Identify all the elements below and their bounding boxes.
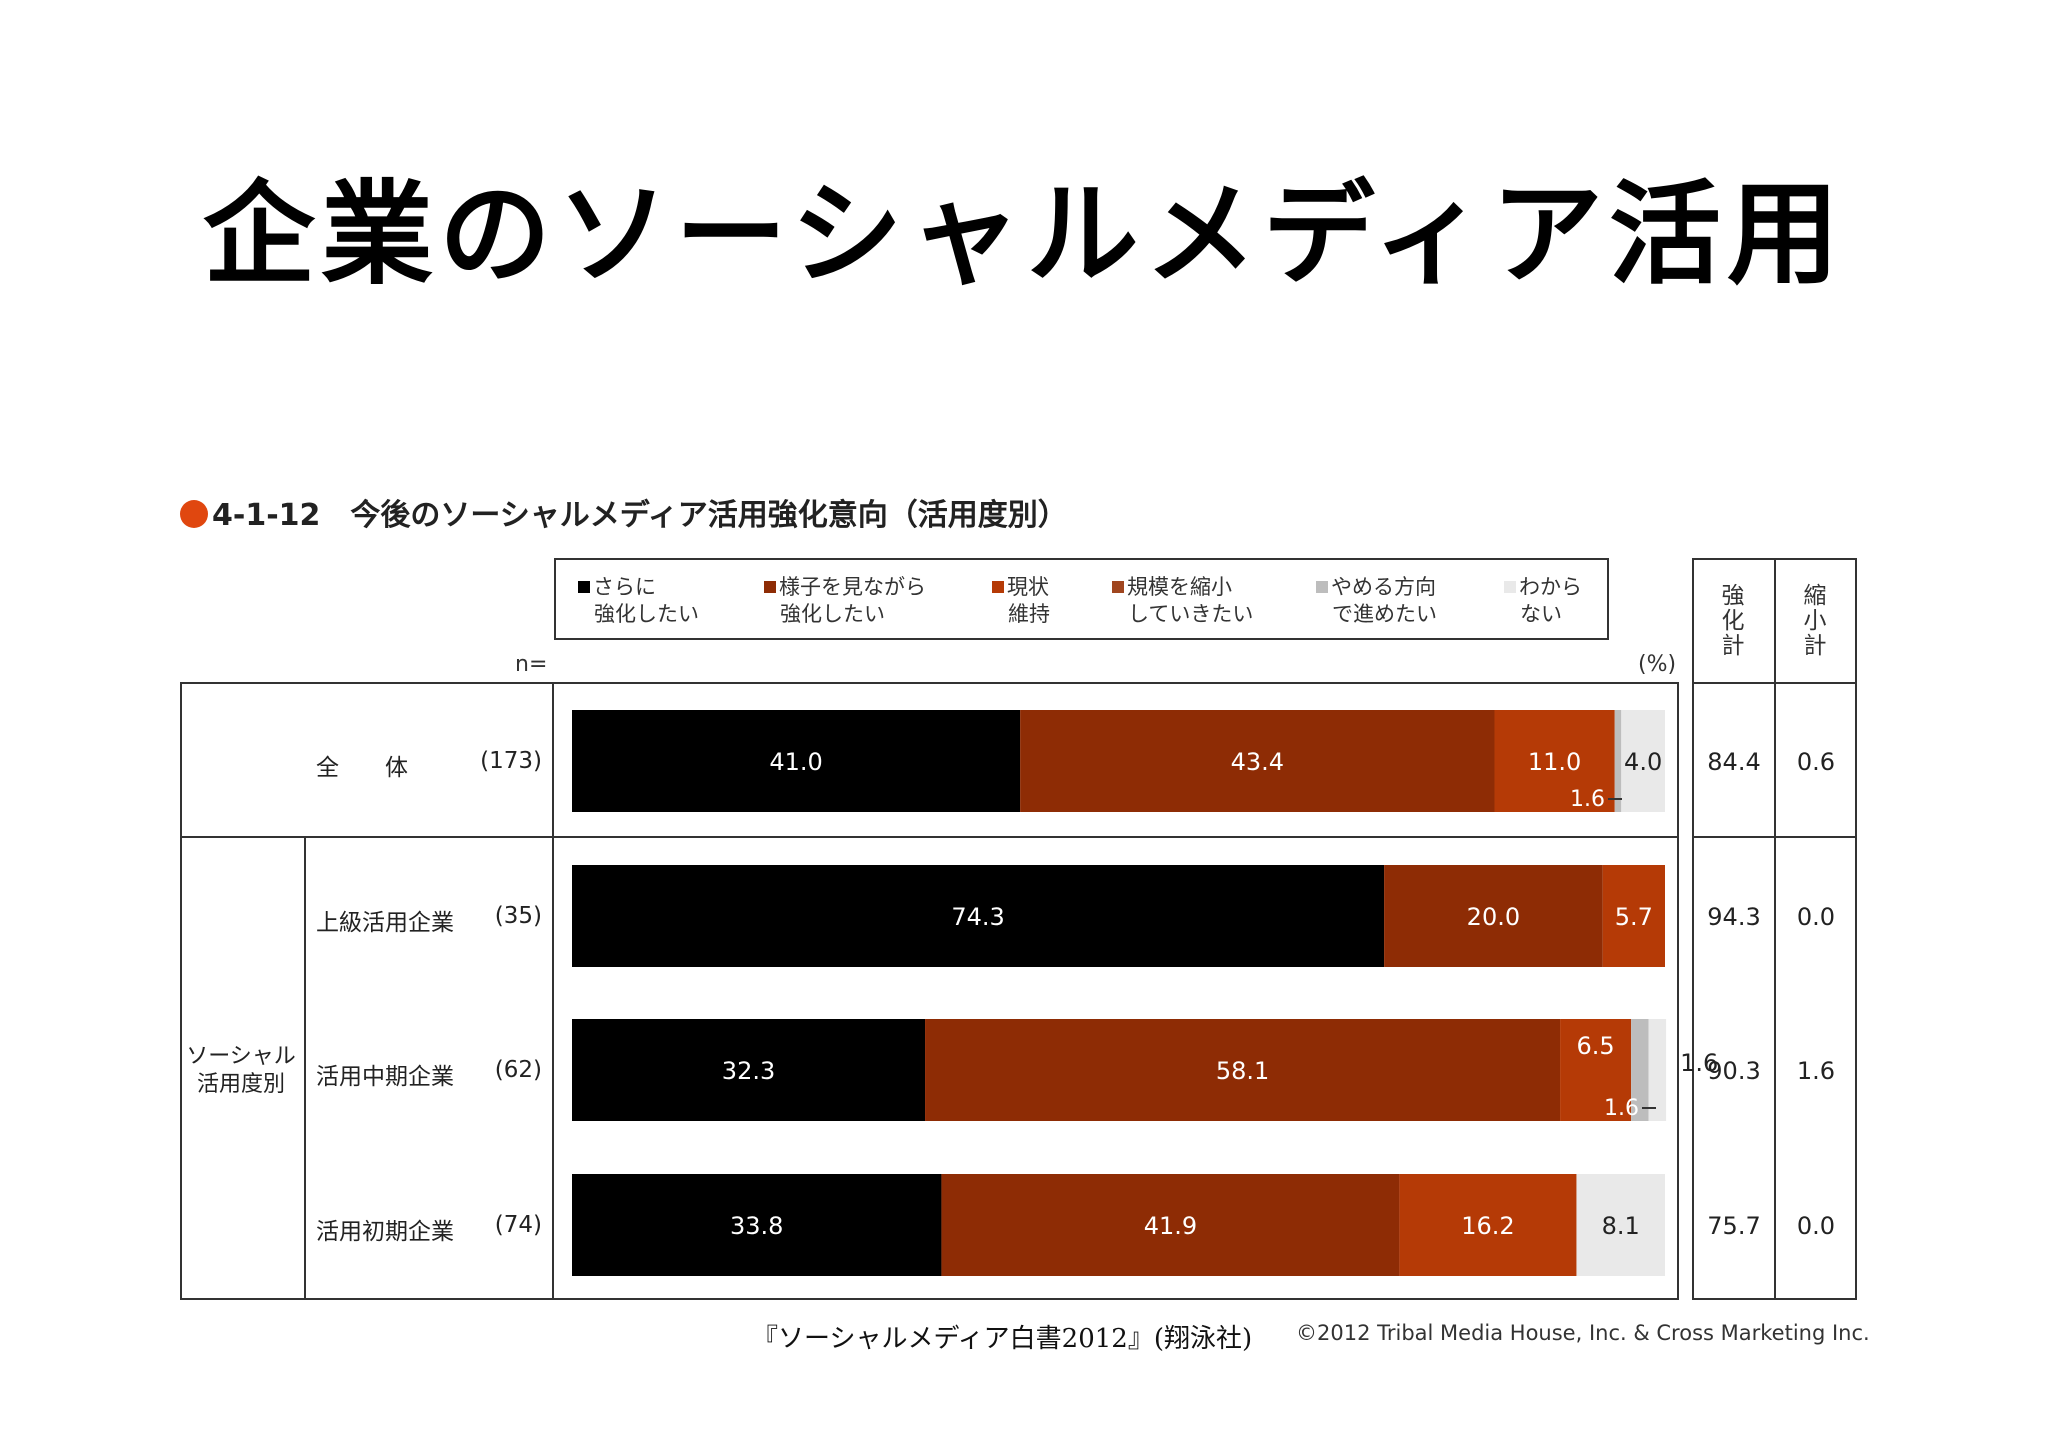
- table-bottom-border: [180, 1298, 1679, 1300]
- figure-title-text: 4-1-12 今後のソーシャルメディア活用強化意向（活用度別）: [212, 498, 1068, 533]
- bar-segment: [1576, 1174, 1665, 1276]
- strengthen-total-value: 94.3: [1707, 903, 1761, 931]
- bar-segment: [1631, 1019, 1649, 1121]
- bar-value-label: 33.8: [730, 1212, 783, 1240]
- legend-label: 現状: [1007, 575, 1049, 599]
- legend-label: 維持: [1008, 602, 1050, 626]
- bar-segment: [1560, 1019, 1632, 1121]
- legend-swatch-icon: [992, 581, 1004, 593]
- bar-value-label: 20.0: [1467, 903, 1520, 931]
- reduce-total-value: 0.0: [1796, 903, 1836, 931]
- row-label: 全 体: [316, 755, 408, 781]
- row-n: (35): [494, 903, 542, 929]
- source-citation: 『ソーシャルメディア白書2012』(翔泳社): [752, 1324, 1253, 1354]
- legend-swatch-icon: [1112, 581, 1124, 593]
- bar-segment: [941, 1174, 1400, 1276]
- bar-segment: [1614, 710, 1622, 812]
- legend-label: やめる方向: [1331, 575, 1436, 599]
- summary-right-border: [1855, 558, 1857, 1300]
- table-left-border: [180, 682, 182, 1300]
- bar-value-label: 1.6: [1680, 1049, 1718, 1077]
- bar-value-label: 8.1: [1602, 1212, 1640, 1240]
- row-label: 活用中期企業: [316, 1064, 454, 1090]
- bar-value-label: 16.2: [1461, 1212, 1514, 1240]
- group-divider: [304, 836, 306, 1300]
- bar-segment: [572, 710, 1021, 812]
- percent-label: (%): [1638, 652, 1677, 677]
- bar-value-label: 32.3: [722, 1057, 775, 1085]
- chart-right-border: [1677, 682, 1679, 1300]
- reduce-total-value: 0.0: [1796, 1212, 1836, 1240]
- bar-value-label: 6.5: [1577, 1032, 1615, 1060]
- legend-label: 規模を縮小: [1127, 575, 1232, 599]
- reduce-total-value: 0.6: [1796, 748, 1836, 776]
- copyright: ©2012 Tribal Media House, Inc. & Cross M…: [1296, 1321, 1870, 1345]
- bar-segment: [1384, 865, 1603, 967]
- strengthen-total-value: 75.7: [1707, 1212, 1761, 1240]
- legend-label: 強化したい: [594, 602, 699, 626]
- n-label: n=: [515, 652, 548, 677]
- label-divider: [552, 682, 554, 1300]
- bar-value-label: 41.0: [769, 748, 822, 776]
- bar-value-label: 74.3: [951, 903, 1004, 931]
- bar-segment: [1648, 1019, 1667, 1121]
- legend-label: 様子を見ながら: [779, 575, 926, 599]
- bar-segment: [572, 1019, 926, 1121]
- legend-swatch-icon: [1504, 581, 1516, 593]
- bar-segment: [1494, 710, 1615, 812]
- row-n: (74): [494, 1212, 542, 1238]
- row-divider: [180, 836, 1679, 838]
- bar-value-label: 41.9: [1144, 1212, 1197, 1240]
- bar-segment: [1621, 710, 1665, 812]
- row-label: 上級活用企業: [316, 910, 454, 936]
- reduce-total-value: 1.6: [1796, 1057, 1836, 1085]
- reduce-total-header: 縮小計: [1803, 583, 1827, 659]
- bar-segment: [1602, 865, 1665, 967]
- strengthen-total-header: 強化計: [1721, 583, 1745, 659]
- bar-segment: [572, 1174, 942, 1276]
- legend-swatch-icon: [578, 581, 590, 593]
- bar-segment: [572, 865, 1385, 967]
- table-top-border: [180, 682, 1679, 684]
- legend-swatch-icon: [764, 581, 776, 593]
- legend-item-4: 規模を縮小していきたい: [1112, 574, 1253, 628]
- legend: さらに 強化したい 様子を見ながら 強化したい 現状 維持 規模を縮小 していきたい や…: [554, 558, 1609, 640]
- legend-label: さらに: [593, 575, 656, 599]
- legend-swatch-icon: [1316, 581, 1328, 593]
- strengthen-total-value: 90.3: [1707, 1057, 1761, 1085]
- figure-title: 4-1-12 今後のソーシャルメディア活用強化意向（活用度別）: [180, 490, 1068, 534]
- bar-value-label: 5.7: [1615, 903, 1653, 931]
- legend-label: で進めたい: [1332, 602, 1437, 626]
- summary-left-border: [1692, 558, 1694, 1300]
- row-n: (62): [494, 1057, 542, 1083]
- bar-value-label: 43.4: [1231, 748, 1284, 776]
- callout-label: 1.6: [1604, 1096, 1639, 1121]
- bar-value-label: 11.0: [1528, 748, 1581, 776]
- bar-value-label: 58.1: [1216, 1057, 1269, 1085]
- row-n: (173): [480, 748, 542, 774]
- row-label: 活用初期企業: [316, 1219, 454, 1245]
- bar-segment: [1020, 710, 1495, 812]
- legend-label: していきたい: [1128, 602, 1254, 626]
- slide-title: 企業のソーシャルメディア活用: [203, 170, 1845, 300]
- legend-item-3: 現状 維持: [992, 574, 1050, 628]
- legend-item-1: さらに 強化したい: [578, 574, 699, 628]
- legend-item-5: やめる方向で進めたい: [1316, 574, 1437, 628]
- bar-segment: [1399, 1174, 1577, 1276]
- group-label: ソーシャル 活用度別: [186, 1044, 296, 1097]
- bullet-dot-icon: [180, 500, 208, 528]
- legend-label: 強化したい: [780, 602, 885, 626]
- callout-label: 1.6: [1570, 787, 1605, 812]
- strengthen-total-value: 84.4: [1707, 748, 1761, 776]
- legend-label: ない: [1520, 602, 1562, 626]
- legend-item-2: 様子を見ながら 強化したい: [764, 574, 926, 628]
- summary-mid-border: [1774, 558, 1776, 1300]
- bar-segment: [925, 1019, 1561, 1121]
- legend-label: わから: [1519, 575, 1582, 599]
- legend-item-6: わから ない: [1504, 574, 1582, 628]
- bar-value-label: 4.0: [1624, 748, 1662, 776]
